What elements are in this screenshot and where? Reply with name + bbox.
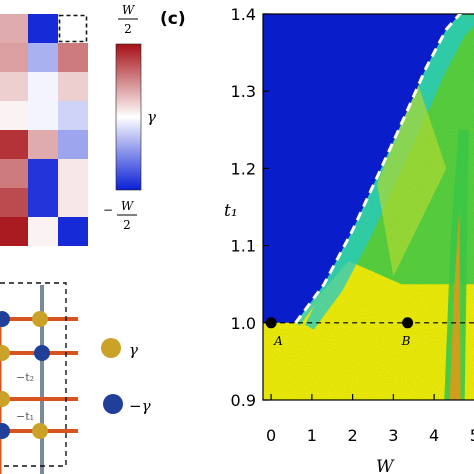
x-tick-label: 3 xyxy=(388,426,398,445)
plot-axes: 0 1 2 3 4 5 0.9 1.0 1.1 1.2 1.3 1.4 xyxy=(231,5,474,445)
y-tick-label: 1.4 xyxy=(231,5,256,24)
matrix-cell xyxy=(0,43,28,72)
matrix-cell xyxy=(28,101,58,130)
svg-text:−: − xyxy=(103,203,113,217)
y-tick-label: 1.2 xyxy=(231,159,256,178)
site-minus-gamma xyxy=(0,423,10,439)
gamma-matrix xyxy=(0,14,88,246)
colorbar-bottom-label: − W 2 xyxy=(103,199,137,232)
unit-cell xyxy=(0,282,67,467)
matrix-cell xyxy=(58,14,88,43)
y-tick-label: 1.0 xyxy=(231,314,256,333)
y-axis-title: t₁ xyxy=(224,201,238,221)
matrix-cell xyxy=(58,101,88,130)
site-gamma xyxy=(32,423,48,439)
lattice-diagram: −t₂ −t₁ xyxy=(0,282,78,474)
matrix-cell xyxy=(58,130,88,159)
matrix-cell xyxy=(28,188,58,217)
legend-minus-gamma-marker xyxy=(103,394,123,414)
x-tick-label: 4 xyxy=(429,426,439,445)
y-tick-label: 0.9 xyxy=(231,391,256,410)
matrix-cell xyxy=(0,130,28,159)
phase-heatmap xyxy=(263,14,474,400)
matrix-cell xyxy=(28,14,58,43)
highlighted-cell xyxy=(58,14,88,43)
hopping-t1-label: −t₁ xyxy=(16,410,34,423)
matrix-cell xyxy=(0,72,28,101)
matrix-cell xyxy=(28,159,58,188)
x-tick-label: 0 xyxy=(266,426,276,445)
matrix-cell xyxy=(58,72,88,101)
plot-frame xyxy=(262,13,474,401)
matrix-cell xyxy=(58,188,88,217)
colorbar-top-label: W 2 xyxy=(118,3,138,36)
panel-label: (c) xyxy=(160,9,186,29)
svg-text:W: W xyxy=(121,199,135,213)
matrix-cell xyxy=(0,101,28,130)
site-gamma xyxy=(0,391,10,407)
point-a xyxy=(265,317,277,329)
point-label-a: A xyxy=(273,334,283,348)
matrix-cell xyxy=(58,159,88,188)
site-minus-gamma xyxy=(0,311,10,327)
point-b xyxy=(402,317,414,329)
y-tick-label: 1.3 xyxy=(231,82,256,101)
colorbar xyxy=(115,43,142,191)
matrix-cell xyxy=(58,43,88,72)
svg-text:2: 2 xyxy=(124,22,132,36)
x-tick-label: 1 xyxy=(307,426,317,445)
svg-text:2: 2 xyxy=(123,218,131,232)
matrix-cell xyxy=(0,159,28,188)
matrix-cell xyxy=(58,217,88,246)
lattice-legend: γ −γ xyxy=(101,338,151,415)
matrix-cell xyxy=(0,188,28,217)
matrix-cell xyxy=(0,14,28,43)
site-gamma xyxy=(32,311,48,327)
y-tick-label: 1.1 xyxy=(231,237,256,256)
point-label-b: B xyxy=(401,334,411,348)
matrix-cell xyxy=(28,43,58,72)
matrix-cell xyxy=(28,130,58,159)
heatmap-texture xyxy=(263,14,474,400)
legend-minus-gamma-label: −γ xyxy=(129,397,151,415)
x-tick-label: 2 xyxy=(348,426,358,445)
matrix-cell xyxy=(28,217,58,246)
hopping-t2-label: −t₂ xyxy=(16,371,34,384)
x-tick-label: 5 xyxy=(470,426,474,445)
site-minus-gamma xyxy=(34,345,50,361)
colorbar-mid-label: γ xyxy=(147,108,156,126)
x-axis-title: W xyxy=(376,457,395,474)
site-gamma xyxy=(0,345,10,361)
legend-gamma-marker xyxy=(101,338,121,358)
phase-boundary xyxy=(294,14,462,324)
matrix-cell xyxy=(28,72,58,101)
matrix-cell xyxy=(0,217,28,246)
legend-gamma-label: γ xyxy=(129,341,138,359)
svg-text:W: W xyxy=(122,3,136,17)
